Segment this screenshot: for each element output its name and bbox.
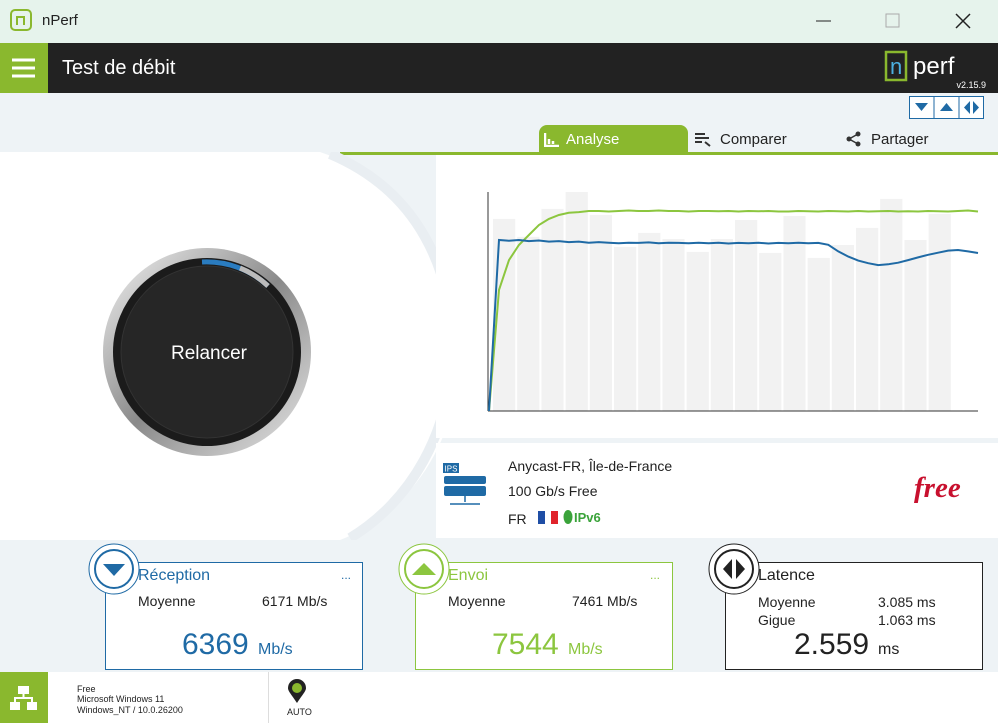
tab-label[interactable]: Partager (871, 131, 929, 148)
bar (904, 240, 927, 411)
more-button[interactable]: ... (341, 568, 352, 582)
bar (565, 192, 588, 411)
server-isp: 100 Gb/s Free (508, 483, 598, 499)
latency-icon (708, 543, 760, 595)
title-bar (0, 0, 998, 43)
header-bar (0, 43, 998, 93)
mode-label[interactable]: AUTO (287, 707, 312, 717)
speed-unit: Mb/s (568, 641, 603, 658)
flag (538, 511, 558, 524)
footer (0, 672, 998, 723)
tab-icon (695, 133, 711, 147)
upload-icon (398, 543, 450, 595)
bar (541, 208, 564, 411)
bar (880, 198, 903, 411)
card-title: Envoi (448, 567, 489, 584)
logo: n perf v2.15.9 (884, 50, 986, 90)
start-panel: Relancer (0, 152, 460, 540)
average-label: Moyenne (138, 593, 196, 609)
average-label: Moyenne (448, 593, 506, 609)
speed-value: 6369 (182, 628, 249, 661)
reception-icon (88, 543, 140, 595)
server-country: FR (508, 511, 527, 527)
server-icon: IPS (443, 463, 486, 505)
restart-button[interactable]: Relancer (103, 248, 311, 456)
upload-view-button[interactable] (940, 103, 953, 111)
latency-card (725, 562, 983, 670)
speed-line (488, 238, 979, 412)
download-view-button[interactable] (915, 103, 928, 111)
network-button[interactable] (0, 672, 48, 723)
bar (589, 214, 612, 411)
card-title: Latence (758, 567, 815, 584)
view-buttons (909, 96, 984, 119)
speed-value: 7544 (492, 628, 559, 661)
ipv6-icon (563, 510, 573, 524)
footer-divider (268, 672, 269, 723)
tab-label[interactable]: Comparer (720, 131, 787, 148)
footer-line: Microsoft Windows 11 (77, 694, 165, 704)
page-title: Test de débit (62, 57, 176, 79)
latency-value: 1.063 ms (878, 612, 936, 628)
bar (614, 246, 637, 411)
latency-main: 2.559 (794, 628, 870, 661)
card-title: Réception (138, 567, 211, 584)
bar (856, 227, 879, 411)
isp-logo: free (914, 472, 961, 504)
bar (493, 218, 516, 411)
latency-label: Moyenne (758, 594, 816, 610)
latency-view-button[interactable] (964, 101, 979, 114)
average-value: 6171 Mb/s (262, 593, 328, 609)
app-icon (10, 9, 32, 31)
tab-underline (340, 152, 998, 155)
upload-card (415, 562, 673, 670)
bar (807, 257, 830, 411)
restart-label[interactable]: Relancer (171, 343, 248, 364)
tab-icon (544, 133, 559, 147)
ip-version: IPv6 (574, 510, 601, 525)
bar (735, 219, 758, 411)
bar (831, 245, 854, 411)
bar (517, 236, 540, 411)
bar (710, 238, 733, 411)
version: v2.15.9 (956, 80, 986, 90)
footer-line: Windows_NT / 10.0.26200 (77, 705, 183, 715)
window-title: nPerf (42, 12, 78, 29)
speed-graph (436, 155, 998, 438)
maximize-button[interactable] (885, 13, 900, 28)
footer-line: Free (77, 684, 96, 694)
bar (686, 251, 709, 411)
latency-label: Gigue (758, 612, 796, 628)
window-controls (816, 13, 971, 29)
more-button[interactable]: ... (650, 568, 661, 582)
server-panel (436, 443, 998, 538)
reception-card (105, 562, 363, 670)
latency-value: 3.085 ms (878, 594, 936, 610)
speed-unit: Mb/s (258, 641, 293, 658)
tab-analyse[interactable] (539, 125, 688, 152)
bar (783, 216, 806, 411)
tab-icon (846, 131, 861, 147)
bar (638, 232, 661, 411)
location-pin[interactable] (287, 679, 307, 705)
close-button[interactable] (955, 13, 971, 29)
speed-line (488, 209, 979, 412)
bar (662, 238, 685, 411)
menu-button[interactable] (0, 43, 48, 93)
ips-badge: IPS (445, 465, 458, 474)
tab-label[interactable]: Analyse (566, 131, 620, 148)
bar (928, 213, 951, 411)
latency-unit: ms (878, 641, 900, 658)
logo-text: perf (913, 53, 955, 80)
logo-n: n (890, 54, 902, 79)
server-name: Anycast-FR, Île-de-France (508, 458, 673, 474)
bar (759, 252, 782, 411)
average-value: 7461 Mb/s (572, 593, 638, 609)
